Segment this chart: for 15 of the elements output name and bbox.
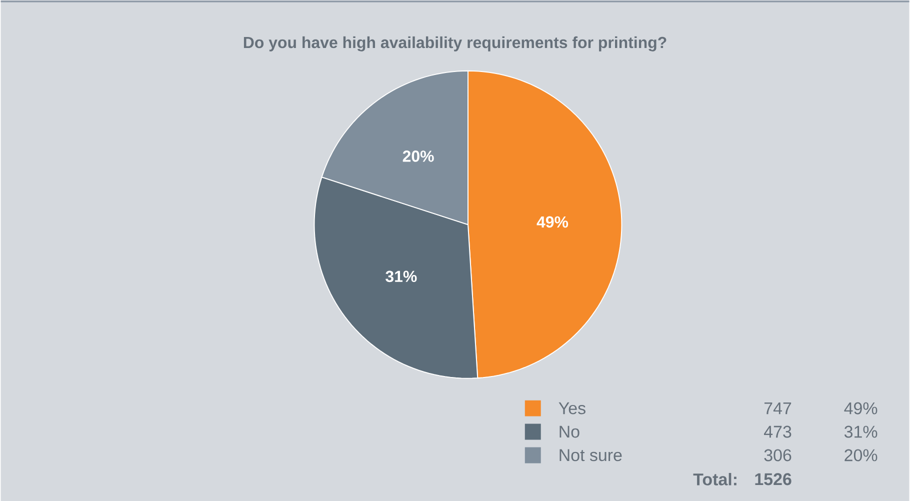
text: 747	[764, 402, 792, 414]
text: 49%	[844, 402, 878, 414]
legend-label: Not sure	[560, 449, 622, 462]
data-label: 20%	[402, 150, 434, 162]
text: 306	[764, 449, 792, 462]
text: 20%	[844, 449, 878, 462]
text: Total:	[693, 472, 736, 486]
legend-label: Yes	[558, 402, 586, 414]
text: 1526	[755, 473, 792, 486]
chart-title: Do you have high availability requirements for printing?	[244, 36, 666, 52]
text: 31%	[844, 426, 878, 438]
legend-label: No	[560, 426, 580, 438]
data-label: 31%	[386, 270, 417, 282]
text: 473	[764, 426, 792, 438]
data-label: 49%	[536, 216, 568, 228]
